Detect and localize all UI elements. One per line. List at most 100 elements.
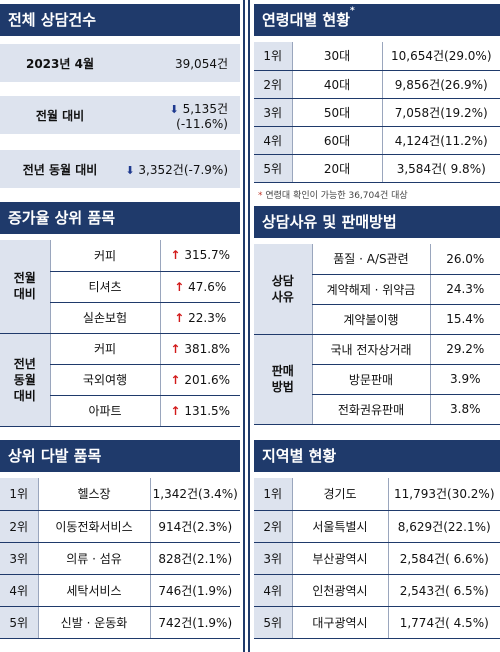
down-arrow-icon: ⬇ xyxy=(169,102,179,116)
increase-title: 증가율 상위 품목 xyxy=(0,202,240,234)
name-cell: 20대 xyxy=(291,154,382,183)
frequent-panel: 상위 다발 품목 1위 헬스장 1,342건(3.4%) 2위 이동전화서비스 914건(… xyxy=(0,440,240,650)
table-row: 3위 50대 7,058건(19.2%) xyxy=(254,98,500,127)
reason-panel: 상담사유 및 판매방법 상담 사유 품질 · A/S관련 26.0% 계약해제 · 위… xyxy=(254,206,500,432)
table-row: 판매 방법 국내 전자상거래 29.2% xyxy=(254,334,500,425)
table-row: 1위 30대 10,654건(29.0%) xyxy=(254,42,500,71)
table-row: 5위 대구광역시 1,774건( 4.5%) xyxy=(254,606,500,639)
item-name: 계약불이행 xyxy=(311,304,430,335)
table-row: 방문판매 3.9% xyxy=(254,364,500,395)
value-cell: 3,584건( 9.8%) xyxy=(381,154,500,183)
reason-title: 상담사유 및 판매방법 xyxy=(254,206,500,238)
yoy-value-wrap: ⬇ 3,352건(-7.9%) xyxy=(120,161,240,178)
note-asterisk: * xyxy=(258,191,263,201)
down-arrow-icon: ⬇ xyxy=(125,163,135,177)
item-name: 커피 xyxy=(49,333,160,365)
value-cell: 11,793건(30.2%) xyxy=(387,478,500,511)
table-row: 티셔츠 ↑ 47.6% xyxy=(0,271,240,303)
increase-table: 전월 대비 커피 ↑ 315.7% 티셔츠 ↑ 47.6% 실손보험 ↑ 22.3% 전년 동… xyxy=(0,240,240,427)
up-arrow-icon: ↑ xyxy=(170,248,181,263)
mom-value: 5,135건(-11.6%) xyxy=(176,101,228,131)
rank-cell: 2위 xyxy=(254,70,292,99)
period-label: 2023년 4월 xyxy=(25,56,94,71)
table-row: 3위 부산광역시 2,584건( 6.6%) xyxy=(254,542,500,575)
up-arrow-icon: ↑ xyxy=(170,372,181,387)
item-pct: 26.0% xyxy=(446,251,485,266)
item-pct: 22.3% xyxy=(188,310,227,325)
age-title-mark: * xyxy=(350,6,355,16)
rank-cell: 3위 xyxy=(254,98,292,127)
item-pct-cell: ↑ 381.8% xyxy=(159,333,240,365)
value-cell: 742건(1.9%) xyxy=(149,606,240,639)
item-pct-cell: 26.0% xyxy=(429,244,500,275)
region-panel: 지역별 현황 1위 경기도 11,793건(30.2%) 2위 서울특별시 8,629건(… xyxy=(254,440,500,650)
table-row: 상담 사유 품질 · A/S관련 26.0% xyxy=(254,244,500,335)
item-name: 아파트 xyxy=(49,395,160,427)
yoy-row: 전년 동월 대비 ⬇ 3,352건(-7.9%) xyxy=(0,150,240,188)
table-row: 4위 세탁서비스 746건(1.9%) xyxy=(0,574,240,607)
table-row: 2위 이동전화서비스 914건(2.3%) xyxy=(0,510,240,543)
value-cell: 2,584건( 6.6%) xyxy=(387,542,500,575)
item-name: 품질 · A/S관련 xyxy=(311,244,430,275)
mom-row: 전월 대비 ⬇ 5,135건(-11.6%) xyxy=(0,96,240,134)
table-row: 2위 40대 9,856건(26.9%) xyxy=(254,70,500,99)
frequent-table: 1위 헬스장 1,342건(3.4%) 2위 이동전화서비스 914건(2.3%) 3위 의류… xyxy=(0,478,240,639)
item-name: 티셔츠 xyxy=(49,271,160,303)
item-name: 방문판매 xyxy=(311,364,430,395)
mom-label: 전월 대비 xyxy=(35,108,85,123)
rank-cell: 3위 xyxy=(254,542,292,575)
value-cell: 10,654건(29.0%) xyxy=(381,42,500,71)
up-arrow-icon: ↑ xyxy=(174,279,185,294)
item-name: 전화권유판매 xyxy=(311,394,430,425)
name-cell: 헬스장 xyxy=(37,478,150,511)
name-cell: 부산광역시 xyxy=(291,542,388,575)
item-pct-cell: ↑ 47.6% xyxy=(159,271,240,303)
age-title-bar: 연령대별 현황* xyxy=(254,4,500,36)
name-cell: 경기도 xyxy=(291,478,388,511)
name-cell: 대구광역시 xyxy=(291,606,388,639)
value-cell: 7,058건(19.2%) xyxy=(381,98,500,127)
item-pct: 15.4% xyxy=(446,312,485,326)
item-pct: 47.6% xyxy=(188,279,227,294)
item-pct-cell: 3.8% xyxy=(429,394,500,425)
rank-cell: 5위 xyxy=(254,606,292,639)
age-note: * 연령대 확인이 가능한 36,704건 대상 xyxy=(258,188,408,201)
item-pct: 29.2% xyxy=(446,342,485,356)
name-cell: 30대 xyxy=(291,42,382,71)
item-pct: 315.7% xyxy=(184,248,231,263)
rank-cell: 1위 xyxy=(0,478,38,511)
item-name: 계약해제 · 위약금 xyxy=(311,274,430,305)
group-label: 전년 동월 대비 xyxy=(0,333,50,427)
table-row: 실손보험 ↑ 22.3% xyxy=(0,302,240,334)
rank-cell: 5위 xyxy=(0,606,38,639)
rank-cell: 4위 xyxy=(0,574,38,607)
group-label: 상담 사유 xyxy=(254,244,312,335)
age-title: 연령대별 현황 xyxy=(262,11,351,29)
item-pct-cell: ↑ 201.6% xyxy=(159,364,240,396)
item-name: 커피 xyxy=(49,240,160,272)
table-row: 4위 인천광역시 2,543건( 6.5%) xyxy=(254,574,500,607)
value-cell: 1,342건(3.4%) xyxy=(149,478,240,511)
item-pct: 381.8% xyxy=(184,341,231,356)
left-column-divider xyxy=(243,0,245,652)
rank-cell: 2위 xyxy=(0,510,38,543)
rank-cell: 2위 xyxy=(254,510,292,543)
region-title: 지역별 현황 xyxy=(254,440,500,472)
item-pct: 24.3% xyxy=(446,282,485,296)
table-row: 3위 의류 · 섬유 828건(2.1%) xyxy=(0,542,240,575)
table-row: 5위 20대 3,584건( 9.8%) xyxy=(254,154,500,183)
frequent-title: 상위 다발 품목 xyxy=(0,440,240,472)
value-cell: 828건(2.1%) xyxy=(149,542,240,575)
value-cell: 746건(1.9%) xyxy=(149,574,240,607)
total-period-row: 2023년 4월 39,054건 xyxy=(0,44,240,82)
age-table: 1위 30대 10,654건(29.0%) 2위 40대 9,856건(26.9%) 3위 5… xyxy=(254,42,500,183)
table-row: 아파트 ↑ 131.5% xyxy=(0,395,240,427)
up-arrow-icon: ↑ xyxy=(170,341,181,356)
name-cell: 40대 xyxy=(291,70,382,99)
yoy-value: 3,352건(-7.9%) xyxy=(138,162,228,177)
item-pct-cell: 3.9% xyxy=(429,364,500,395)
name-cell: 의류 · 섬유 xyxy=(37,542,150,575)
age-panel: 연령대별 현황* 1위 30대 10,654건(29.0%) 2위 40대 9,856건(… xyxy=(254,4,500,201)
table-row: 2위 서울특별시 8,629건(22.1%) xyxy=(254,510,500,543)
item-pct: 201.6% xyxy=(184,372,231,387)
